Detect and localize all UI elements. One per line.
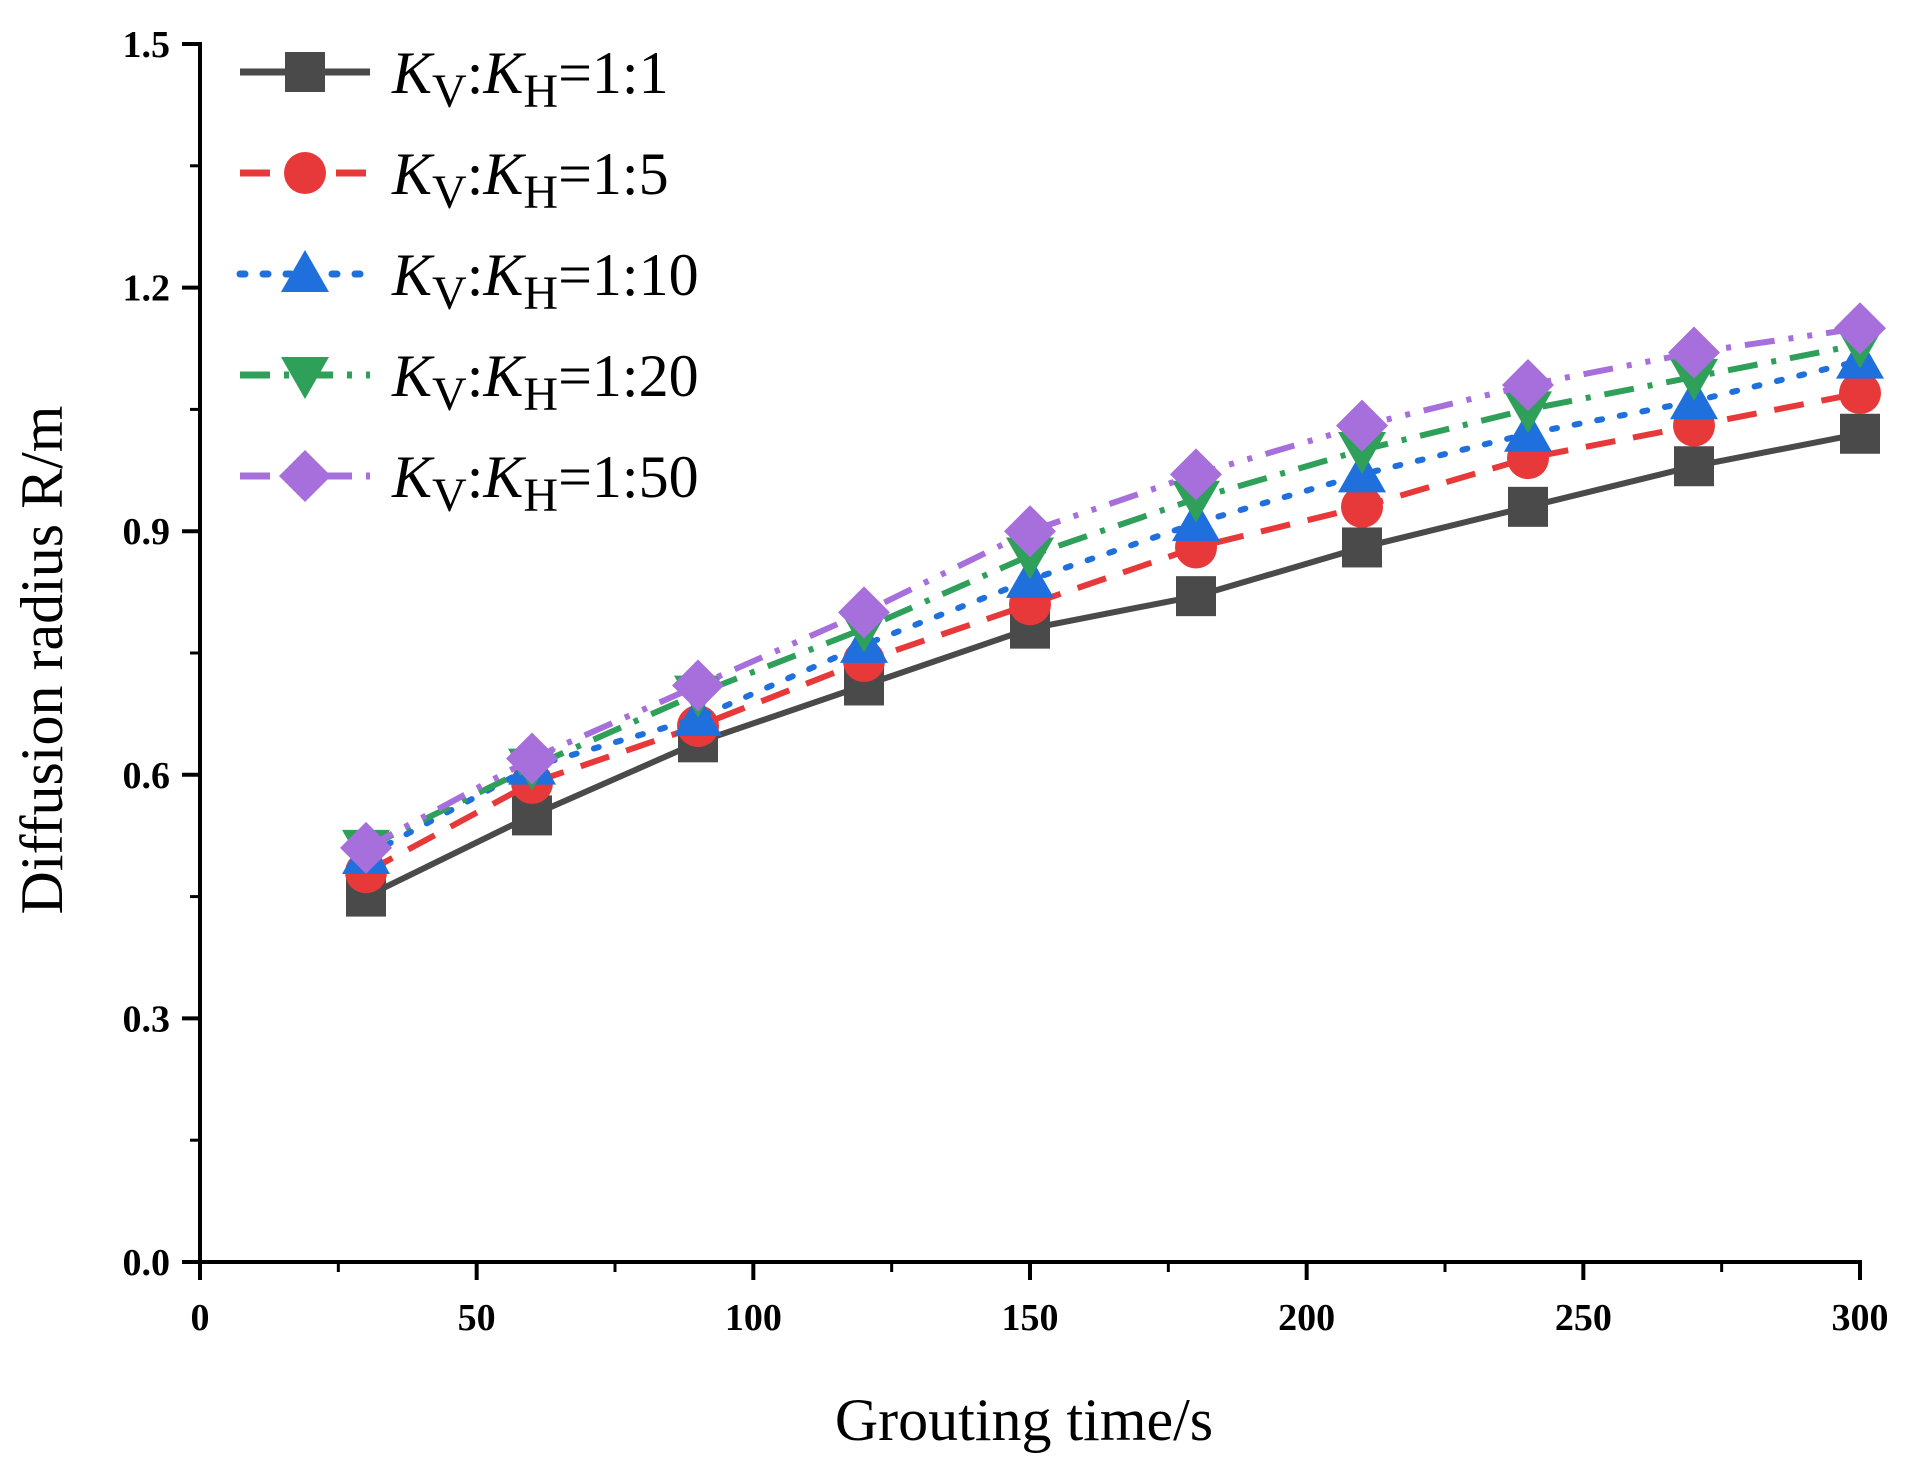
- legend-text-part: :: [467, 444, 484, 510]
- legend-text-part: =1:5: [558, 141, 669, 207]
- legend-item: KV:KH=1:50: [240, 444, 699, 522]
- x-tick-label: 50: [458, 1297, 496, 1339]
- legend-text-part: K: [391, 141, 435, 207]
- x-tick-label: 250: [1555, 1297, 1612, 1339]
- x-tick-label: 150: [1002, 1297, 1059, 1339]
- series-line: [364, 325, 1861, 851]
- legend-item: KV:KH=1:10: [236, 242, 699, 320]
- data-point: [1341, 485, 1383, 528]
- data-point: [1172, 480, 1220, 523]
- y-tick-label: 0.0: [123, 1242, 171, 1284]
- data-point: [1336, 399, 1388, 452]
- legend-label: KV:KH=1:10: [391, 242, 699, 320]
- legend-text-part: K: [391, 242, 435, 308]
- legend-text-part: K: [482, 343, 526, 409]
- legend-text-part: :: [467, 343, 484, 409]
- x-axis-title: Grouting time/s: [835, 1387, 1213, 1453]
- series-line: [364, 430, 1861, 900]
- legend-text-part: =1:1: [558, 40, 669, 106]
- series-line: [364, 390, 1861, 875]
- data-point: [1004, 505, 1056, 558]
- legend-text-part: :: [467, 242, 484, 308]
- legend-subscript: V: [432, 267, 467, 320]
- data-point: [1508, 486, 1548, 527]
- data-point: [1170, 448, 1222, 501]
- legend-label: KV:KH=1:50: [391, 444, 699, 522]
- data-point: [1674, 446, 1714, 487]
- legend-subscript: V: [432, 368, 467, 421]
- legend-subscript: V: [432, 65, 467, 118]
- legend-text-part: K: [482, 40, 526, 106]
- data-point: [1839, 372, 1881, 415]
- data-point: [1176, 576, 1216, 617]
- x-tick-label: 0: [191, 1297, 210, 1339]
- legend-text-part: :: [467, 40, 484, 106]
- y-tick-label: 0.6: [123, 755, 171, 797]
- data-point: [1834, 302, 1886, 355]
- legend-label: KV:KH=1:20: [391, 343, 699, 421]
- data-point: [1668, 326, 1720, 379]
- legend-label: KV:KH=1:5: [391, 141, 669, 219]
- series-layer: [340, 302, 1886, 917]
- legend-subscript: H: [523, 267, 558, 320]
- legend-subscript: V: [432, 469, 467, 522]
- x-tick-label: 100: [725, 1297, 782, 1339]
- y-axis-ticks: 0.0 0.3 0.6 0.9 1.2 1.5: [123, 24, 200, 1284]
- data-point: [1338, 432, 1386, 474]
- data-point: [340, 821, 392, 874]
- legend-marker: [279, 450, 331, 502]
- legend: KV:KH=1:1KV:KH=1:5KV:KH=1:10KV:KH=1:20KV…: [236, 40, 699, 522]
- legend-marker: [281, 250, 329, 292]
- legend-item: KV:KH=1:1: [240, 40, 669, 118]
- legend-label: KV:KH=1:1: [391, 40, 669, 118]
- y-tick-label: 1.5: [123, 24, 171, 66]
- data-point: [838, 586, 890, 639]
- y-axis-title: Diffusion radius R/m: [9, 406, 75, 915]
- legend-subscript: H: [523, 469, 558, 522]
- legend-text-part: K: [391, 343, 435, 409]
- series-5: [340, 302, 1886, 874]
- legend-subscript: H: [523, 166, 558, 219]
- legend-marker: [285, 52, 325, 92]
- data-point: [672, 659, 724, 712]
- legend-text-part: =1:50: [558, 444, 699, 510]
- legend-text-part: =1:10: [558, 242, 699, 308]
- y-axis-title-text: Diffusion radius R/m: [9, 406, 75, 915]
- legend-item: KV:KH=1:5: [240, 141, 669, 219]
- x-tick-label: 300: [1832, 1297, 1889, 1339]
- series-line: [363, 357, 1863, 859]
- series-1: [346, 413, 1880, 917]
- legend-text-part: K: [482, 444, 526, 510]
- data-point: [1670, 358, 1718, 401]
- legend-text-part: =1:20: [558, 343, 699, 409]
- data-point: [506, 732, 558, 785]
- legend-marker: [281, 357, 329, 399]
- legend-marker: [284, 152, 326, 194]
- series-line: [364, 341, 1861, 851]
- legend-subscript: H: [523, 65, 558, 118]
- x-axis-ticks: 0 50 100 150 200 250 300: [191, 1262, 1889, 1339]
- legend-text-part: :: [467, 141, 484, 207]
- legend-subscript: H: [523, 368, 558, 421]
- data-point: [1502, 359, 1554, 412]
- legend-text-part: K: [391, 444, 435, 510]
- data-point: [1342, 527, 1382, 568]
- legend-text-part: K: [482, 141, 526, 207]
- data-point: [1006, 537, 1054, 580]
- y-tick-label: 0.3: [123, 998, 171, 1040]
- series-3: [342, 336, 1884, 874]
- data-point: [1504, 391, 1552, 434]
- y-tick-label: 0.9: [123, 511, 171, 553]
- legend-text-part: K: [391, 40, 435, 106]
- x-tick-label: 200: [1278, 1297, 1335, 1339]
- legend-item: KV:KH=1:20: [240, 343, 699, 421]
- data-point: [1840, 413, 1880, 454]
- y-tick-label: 1.2: [123, 268, 171, 310]
- legend-subscript: V: [432, 166, 467, 219]
- legend-text-part: K: [482, 242, 526, 308]
